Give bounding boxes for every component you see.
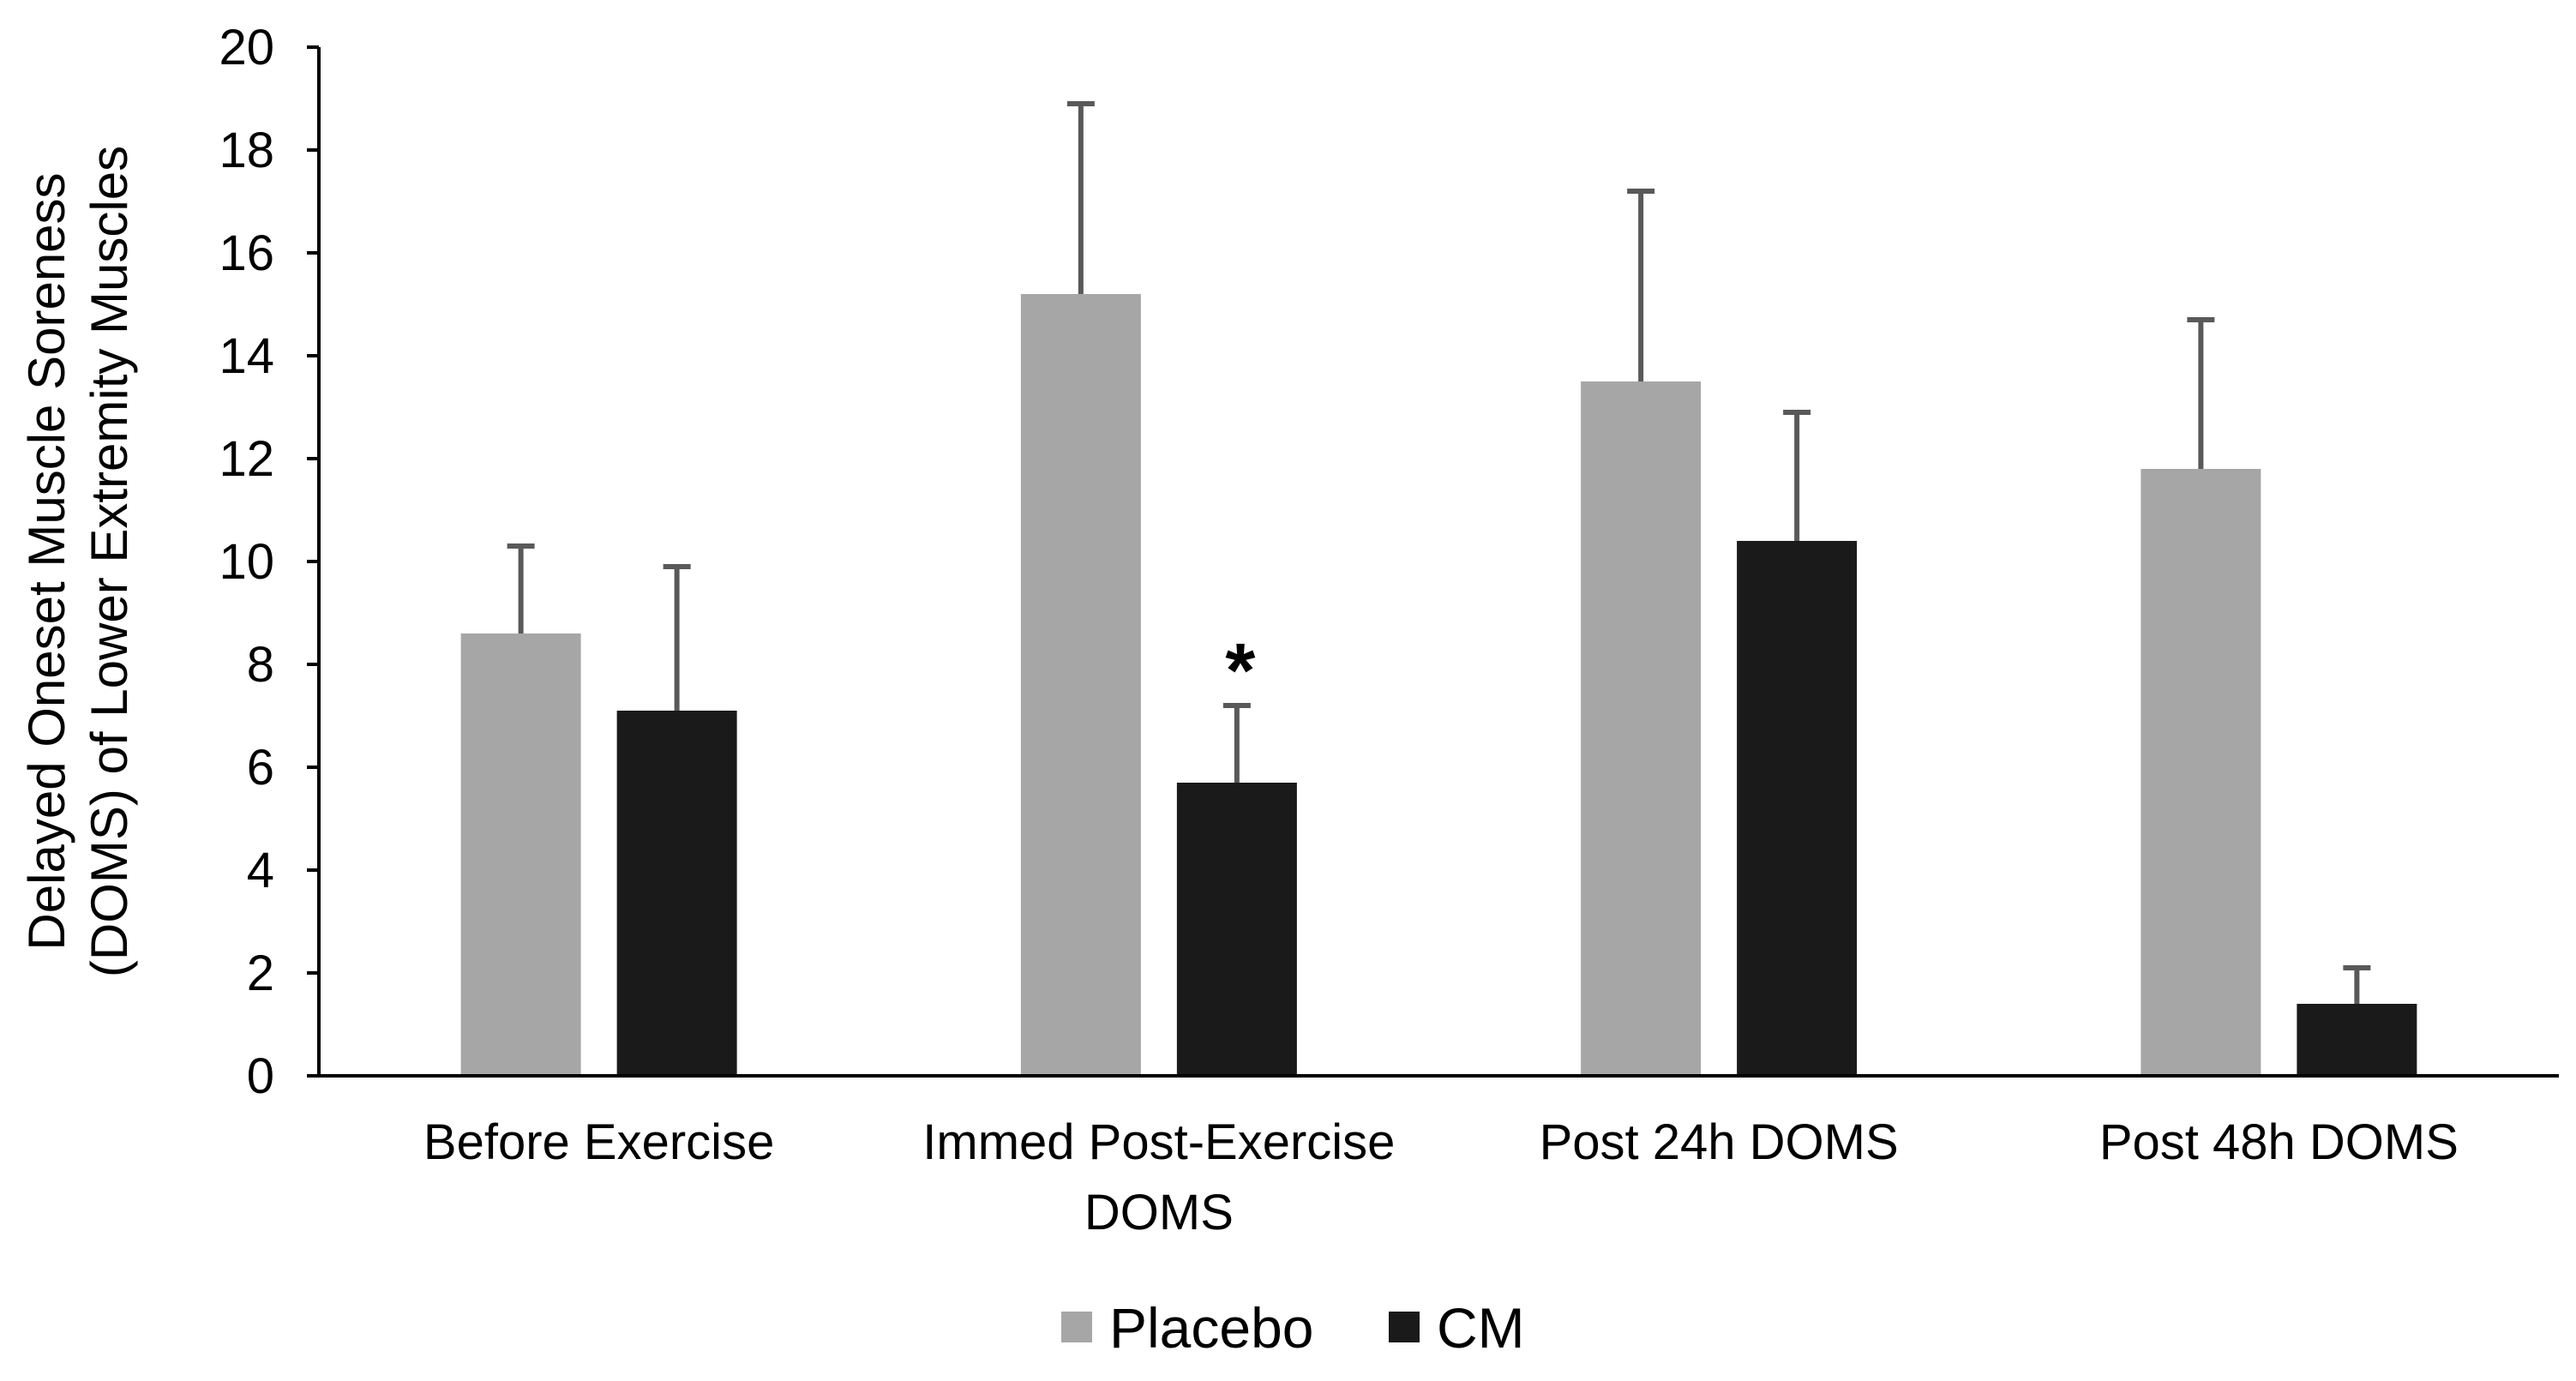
y-tick-label: 12	[219, 431, 274, 487]
y-axis-title-line: Delayed Oneset Muscle Soreness	[18, 172, 75, 950]
x-axis-category-labels: Before Exercise Immed Post-Exercise DOMS Po…	[423, 1114, 2459, 1240]
y-tick-label: 16	[219, 225, 274, 281]
bar-cm-2	[1176, 783, 1297, 1076]
bars	[460, 294, 2417, 1076]
y-axis-label: Delayed Oneset Muscle Soreness (DOMS) of …	[18, 146, 138, 977]
bar-cm-4	[2297, 1004, 2417, 1076]
x-category-label: Post 48h DOMS	[2099, 1114, 2459, 1170]
y-tick-label: 20	[219, 20, 274, 75]
axes	[307, 45, 2559, 1078]
bar-placebo-1	[460, 633, 581, 1076]
legend-swatch-placebo	[1061, 1312, 1092, 1342]
y-tick-label: 18	[219, 123, 274, 178]
annotations: *	[1225, 628, 1255, 714]
significance-marker: *	[1225, 628, 1255, 714]
y-axis-title-line: (DOMS) of Lower Extremity Muscles	[81, 146, 138, 977]
y-tick-label: 10	[219, 534, 274, 590]
legend-label-placebo: Placebo	[1109, 1296, 1314, 1360]
x-category-label: DOMS	[1084, 1185, 1234, 1240]
bar-placebo-3	[1581, 381, 1702, 1076]
y-tick-label: 14	[219, 328, 274, 384]
y-tick-label: 2	[247, 946, 274, 1001]
y-tick-label: 0	[247, 1048, 274, 1104]
bar-cm-1	[616, 711, 737, 1076]
y-axis-ticks: 0 2 4 6 8 10 12 14 16 18 20	[219, 20, 274, 1104]
y-tick-label: 6	[247, 740, 274, 796]
legend-label-cm: CM	[1437, 1296, 1525, 1360]
legend-swatch-cm	[1389, 1312, 1420, 1342]
x-category-label: Immed Post-Exercise	[922, 1114, 1395, 1170]
y-tick-label: 8	[247, 637, 274, 693]
y-tick-label: 4	[247, 843, 274, 898]
error-bars	[507, 101, 2371, 1004]
bar-placebo-2	[1020, 294, 1141, 1076]
bar-cm-3	[1737, 541, 1858, 1076]
bar-placebo-4	[2141, 469, 2261, 1076]
legend: Placebo CM	[1061, 1296, 1525, 1360]
x-category-label: Post 24h DOMS	[1540, 1114, 1899, 1170]
x-category-label: Before Exercise	[423, 1114, 774, 1170]
